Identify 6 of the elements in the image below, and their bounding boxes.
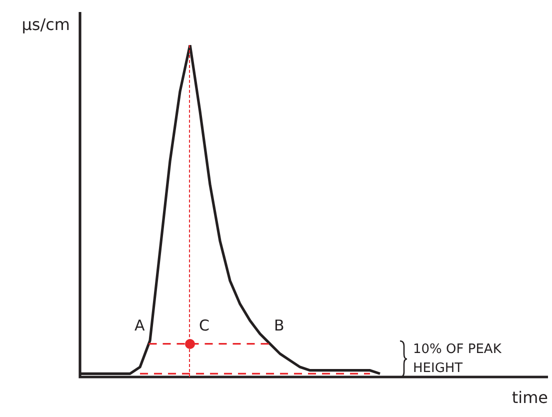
text: time xyxy=(512,388,548,407)
y-axis-title: µs/cm xyxy=(22,15,70,34)
text: 10% OF PEAK HEIGHT xyxy=(413,341,502,378)
annotation: C xyxy=(199,316,210,335)
annotation: B xyxy=(274,316,284,335)
annotation: A xyxy=(134,316,146,335)
